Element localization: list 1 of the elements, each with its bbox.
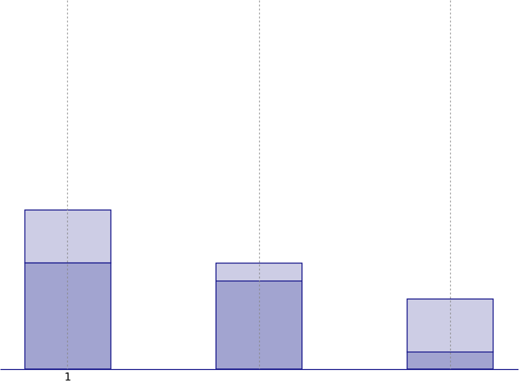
x-tick-label: 1 [64, 370, 72, 384]
